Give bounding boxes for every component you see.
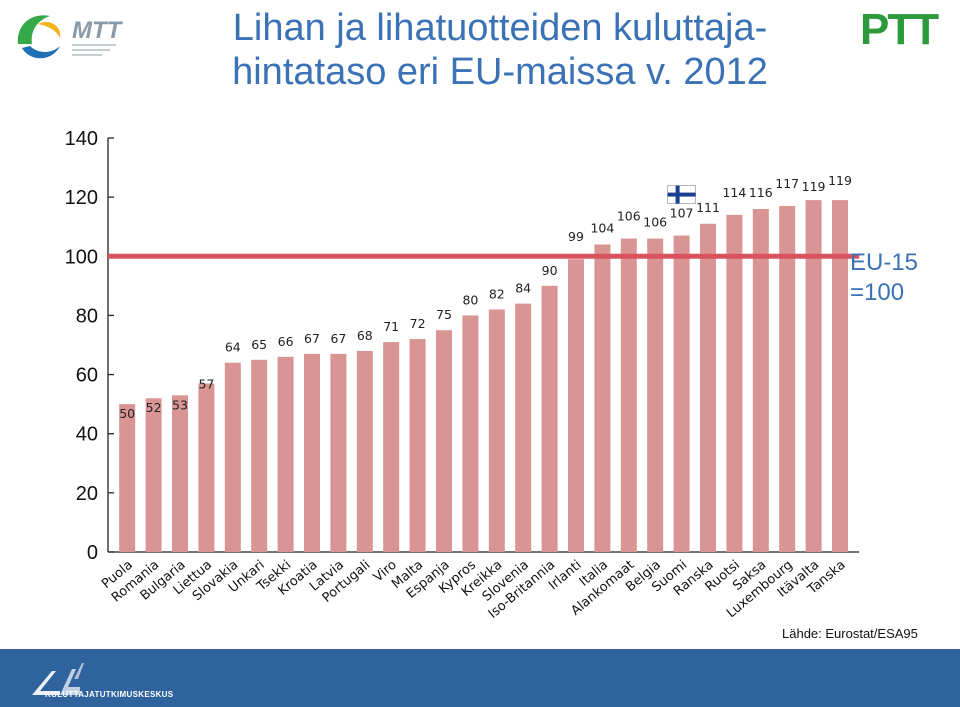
footer-logo-text: KULUTTAJATUTKIMUSKESKUS [45,690,174,699]
bar [805,200,822,552]
bar [752,208,769,552]
data-label: 67 [330,331,346,346]
chart-title-line2: hintataso eri EU-maissa v. 2012 [232,51,768,93]
data-label: 116 [749,185,773,200]
data-label: 107 [670,206,694,221]
data-label: 99 [568,229,584,244]
data-label: 80 [462,292,478,307]
data-label: 106 [643,215,667,230]
data-label: 68 [357,328,373,343]
data-label: 53 [172,397,188,412]
y-tick-label: 20 [76,483,98,505]
ptt-logo-text: PTT [860,5,939,50]
finland-flag-cross-v [675,185,680,204]
bar [726,214,743,552]
data-label: 106 [617,209,641,224]
data-label: 52 [146,400,162,415]
bar [356,350,373,552]
data-label: 119 [802,179,826,194]
kuluttajatutkimuskeskus-logo-icon [32,663,84,695]
source-note: Lähde: Eurostat/ESA95 [782,626,918,641]
y-tick-label: 120 [65,187,98,209]
eu-reference-label-line2: =100 [850,279,905,306]
bar [383,342,400,552]
y-tick-label: 80 [76,305,98,327]
ptt-logo: PTT [860,5,941,50]
data-label: 117 [775,176,799,191]
data-label: 72 [410,316,426,331]
data-label: 66 [278,334,294,349]
data-label: 119 [828,173,852,188]
bar [568,259,584,552]
bar [647,238,664,553]
y-tick-label: 140 [65,128,98,150]
bar [779,206,796,552]
data-label: 65 [251,337,267,352]
bar [462,315,479,552]
data-label: 64 [225,340,241,355]
mtt-logo-text: MTT [72,17,124,44]
bar [409,339,426,552]
bar [594,244,611,552]
eu-reference-label: EU-15 =100 [850,248,918,308]
bar [541,285,558,552]
chart-title: Lihan ja lihatuotteiden kuluttaja- hinta… [160,6,840,94]
bar [700,223,716,552]
data-label: 111 [696,200,720,215]
data-label: 104 [590,220,614,235]
bar [488,309,505,552]
mtt-logo: MTT [17,15,124,59]
bar [330,353,347,552]
y-tick-label: 60 [76,365,98,387]
bar [172,395,188,552]
footer-band: KULUTTAJATUTKIMUSKESKUS [0,649,960,707]
bar [673,235,690,553]
data-label: 82 [489,287,505,302]
data-label: 90 [542,263,558,278]
y-tick-label: 0 [87,542,98,564]
bar [251,359,268,552]
data-label: 50 [119,406,135,421]
bar [277,356,294,552]
bar [145,398,162,552]
bar [515,303,532,552]
bar [119,404,136,552]
data-label: 75 [436,307,452,322]
bar [620,238,637,553]
y-tick-label: 40 [76,424,98,446]
data-label: 114 [722,185,746,200]
finland-flag-cross-h [667,192,696,197]
eu-reference-label-line1: EU-15 [850,249,919,276]
bar [304,353,320,552]
bar [198,383,215,552]
chart-title-line1: Lihan ja lihatuotteiden kuluttaja- [232,7,768,49]
y-tick-label: 100 [65,246,98,268]
data-label: 57 [198,376,214,391]
bar [436,330,452,552]
data-label: 84 [515,281,531,296]
bar [224,362,241,552]
data-label: 71 [383,319,399,334]
data-label: 67 [304,331,320,346]
bar [832,200,848,552]
